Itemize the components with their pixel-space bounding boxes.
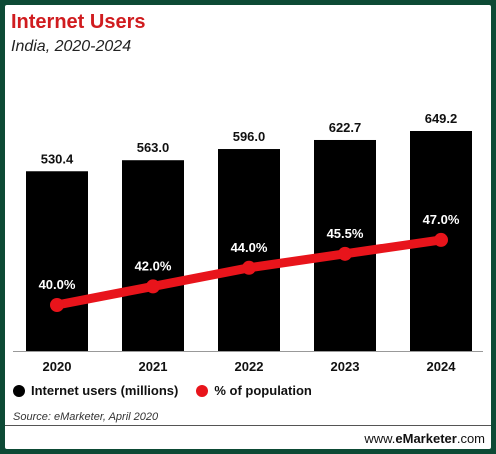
population-point-2024 — [434, 232, 448, 247]
legend-label-internet-users: Internet users (millions) — [31, 383, 179, 398]
population-point-2021 — [146, 279, 160, 294]
bar-2022 — [218, 149, 280, 351]
brand-logo: www.eMarketer.com — [364, 431, 485, 446]
chart-subtitle: India, 2020-2024 — [11, 38, 132, 55]
x-tick-label-2024: 2024 — [427, 359, 457, 374]
x-tick-label-2022: 2022 — [235, 359, 264, 374]
brand-name: eMarketer — [395, 431, 457, 446]
legend-label-population: % of population — [214, 383, 312, 398]
bar-line-chart: 530.4 2020 563.0 2021 596.0 2022 622.7 2023 649.… — [13, 111, 483, 374]
population-value-label-2024: 47.0% — [423, 212, 460, 227]
x-tick-label-2023: 2023 — [331, 359, 360, 374]
red-dot-icon — [196, 384, 209, 397]
legend-item-internet-users: Internet users (millions) — [13, 383, 178, 398]
bar-2021 — [122, 160, 184, 351]
bar-2023 — [314, 139, 376, 351]
bar-value-label-2022: 596.0 — [233, 129, 266, 144]
x-tick-label-2021: 2021 — [139, 359, 168, 374]
x-tick-label-2020: 2020 — [43, 359, 72, 374]
bar-2020 — [26, 171, 88, 351]
chart-frame: Internet Users India, 2020-2024 530.4 202… — [5, 5, 491, 449]
source-note: Source: eMarketer, April 2020 — [13, 411, 159, 423]
bar-value-label-2021: 563.0 — [137, 140, 170, 155]
population-point-2023 — [338, 246, 352, 261]
population-point-2020 — [50, 298, 64, 312]
population-value-label-2021: 42.0% — [135, 258, 172, 273]
chart-title: Internet Users — [11, 11, 146, 33]
bar-value-label-2024: 649.2 — [425, 111, 458, 126]
population-value-label-2023: 45.5% — [327, 226, 364, 241]
bar-value-label-2020: 530.4 — [41, 151, 74, 166]
legend: Internet users (millions) % of populatio… — [13, 383, 312, 398]
footer-divider — [5, 425, 491, 426]
bar-value-label-2023: 622.7 — [329, 120, 362, 135]
brand-suffix: .com — [456, 431, 485, 446]
population-value-label-2022: 44.0% — [231, 240, 268, 255]
brand-prefix: www. — [364, 431, 396, 446]
legend-item-population: % of population — [196, 383, 312, 398]
population-value-label-2020: 40.0% — [39, 277, 76, 292]
population-point-2022 — [242, 260, 256, 275]
black-dot-icon — [13, 384, 25, 397]
